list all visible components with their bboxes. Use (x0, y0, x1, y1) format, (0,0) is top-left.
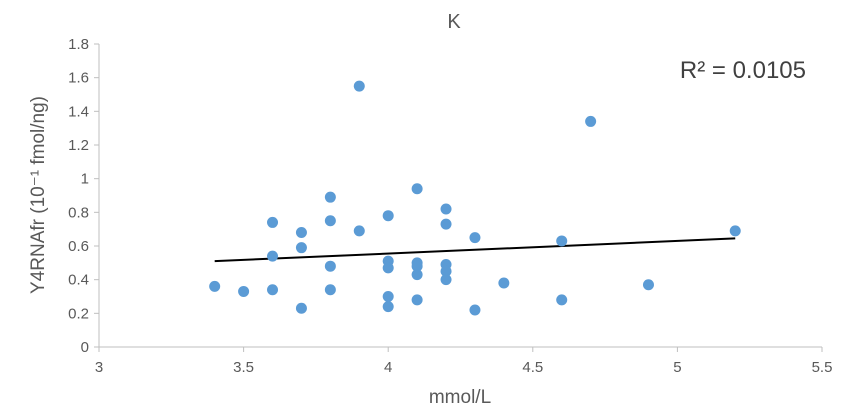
y-tick-label: 0.6 (68, 238, 89, 255)
y-tick-label: 1.2 (68, 137, 89, 154)
x-tick-label: 4 (384, 359, 392, 376)
data-point (411, 260, 423, 272)
data-point (324, 215, 336, 227)
x-tick-label: 5.5 (812, 359, 833, 376)
data-point (440, 274, 452, 286)
data-point (324, 191, 336, 203)
y-tick-label: 1.4 (68, 103, 89, 120)
data-point (209, 280, 221, 292)
data-point (382, 291, 394, 302)
data-point (267, 250, 279, 262)
trendline (214, 237, 736, 263)
data-point (440, 218, 452, 230)
x-tick-label: 4.5 (522, 359, 543, 376)
plot-area: 0 0.2 0.4 0.6 0.8 1 1.2 1.4 1.6 1.8 3 3.5 4 4.5 5 5.5 (68, 36, 832, 376)
data-point (353, 80, 365, 92)
data-point (556, 235, 568, 247)
y-axis-title: Y4RNAfr (10⁻¹ fmol/ng) (28, 96, 49, 294)
y-tick-label: 0.4 (68, 272, 89, 289)
data-point (382, 301, 394, 313)
data-point (295, 227, 307, 239)
data-point (729, 225, 741, 237)
data-point (267, 216, 279, 228)
data-point (382, 262, 394, 274)
data-point (642, 279, 654, 291)
y-tick-label: 0.2 (68, 305, 89, 322)
data-point (556, 294, 568, 306)
y-tick-label: 0 (81, 339, 89, 356)
data-point (411, 183, 423, 195)
data-point (411, 269, 423, 281)
data-point (324, 260, 336, 272)
data-point (498, 277, 510, 289)
data-point (469, 232, 481, 244)
data-point (295, 242, 307, 254)
r-squared-annotation: R² = 0.0105 (680, 57, 806, 84)
data-point (585, 115, 597, 127)
data-point (324, 284, 336, 296)
x-axis-title: mmol/L (429, 387, 491, 408)
x-tick-label: 3.5 (233, 359, 254, 376)
data-point (469, 304, 481, 316)
data-point (411, 294, 423, 306)
y-tick-label: 1.8 (68, 36, 89, 53)
y-tick-label: 1.6 (68, 70, 89, 87)
data-point (353, 225, 365, 237)
data-point (382, 210, 394, 222)
y-tick-label: 0.8 (68, 204, 89, 221)
y-tick-label: 1 (81, 171, 89, 188)
data-point (267, 284, 279, 296)
x-tick-label: 5 (673, 359, 681, 376)
data-point (440, 203, 452, 215)
x-tick-label: 3 (95, 359, 103, 376)
data-point (238, 285, 250, 297)
data-point (440, 265, 452, 277)
data-point (295, 302, 307, 314)
chart-title: K (447, 11, 461, 33)
